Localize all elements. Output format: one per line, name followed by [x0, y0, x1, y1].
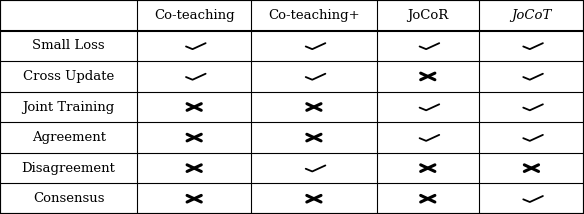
Text: Small Loss: Small Loss [32, 39, 105, 52]
Text: Cross Update: Cross Update [23, 70, 114, 83]
Text: JoCoT: JoCoT [511, 9, 552, 22]
Text: Agreement: Agreement [32, 131, 106, 144]
Text: JoCoR: JoCoR [407, 9, 449, 22]
Text: Co-teaching: Co-teaching [154, 9, 235, 22]
Text: Consensus: Consensus [33, 192, 105, 205]
Text: Co-teaching+: Co-teaching+ [268, 9, 360, 22]
Text: Disagreement: Disagreement [22, 162, 116, 175]
Text: Joint Training: Joint Training [23, 101, 114, 113]
